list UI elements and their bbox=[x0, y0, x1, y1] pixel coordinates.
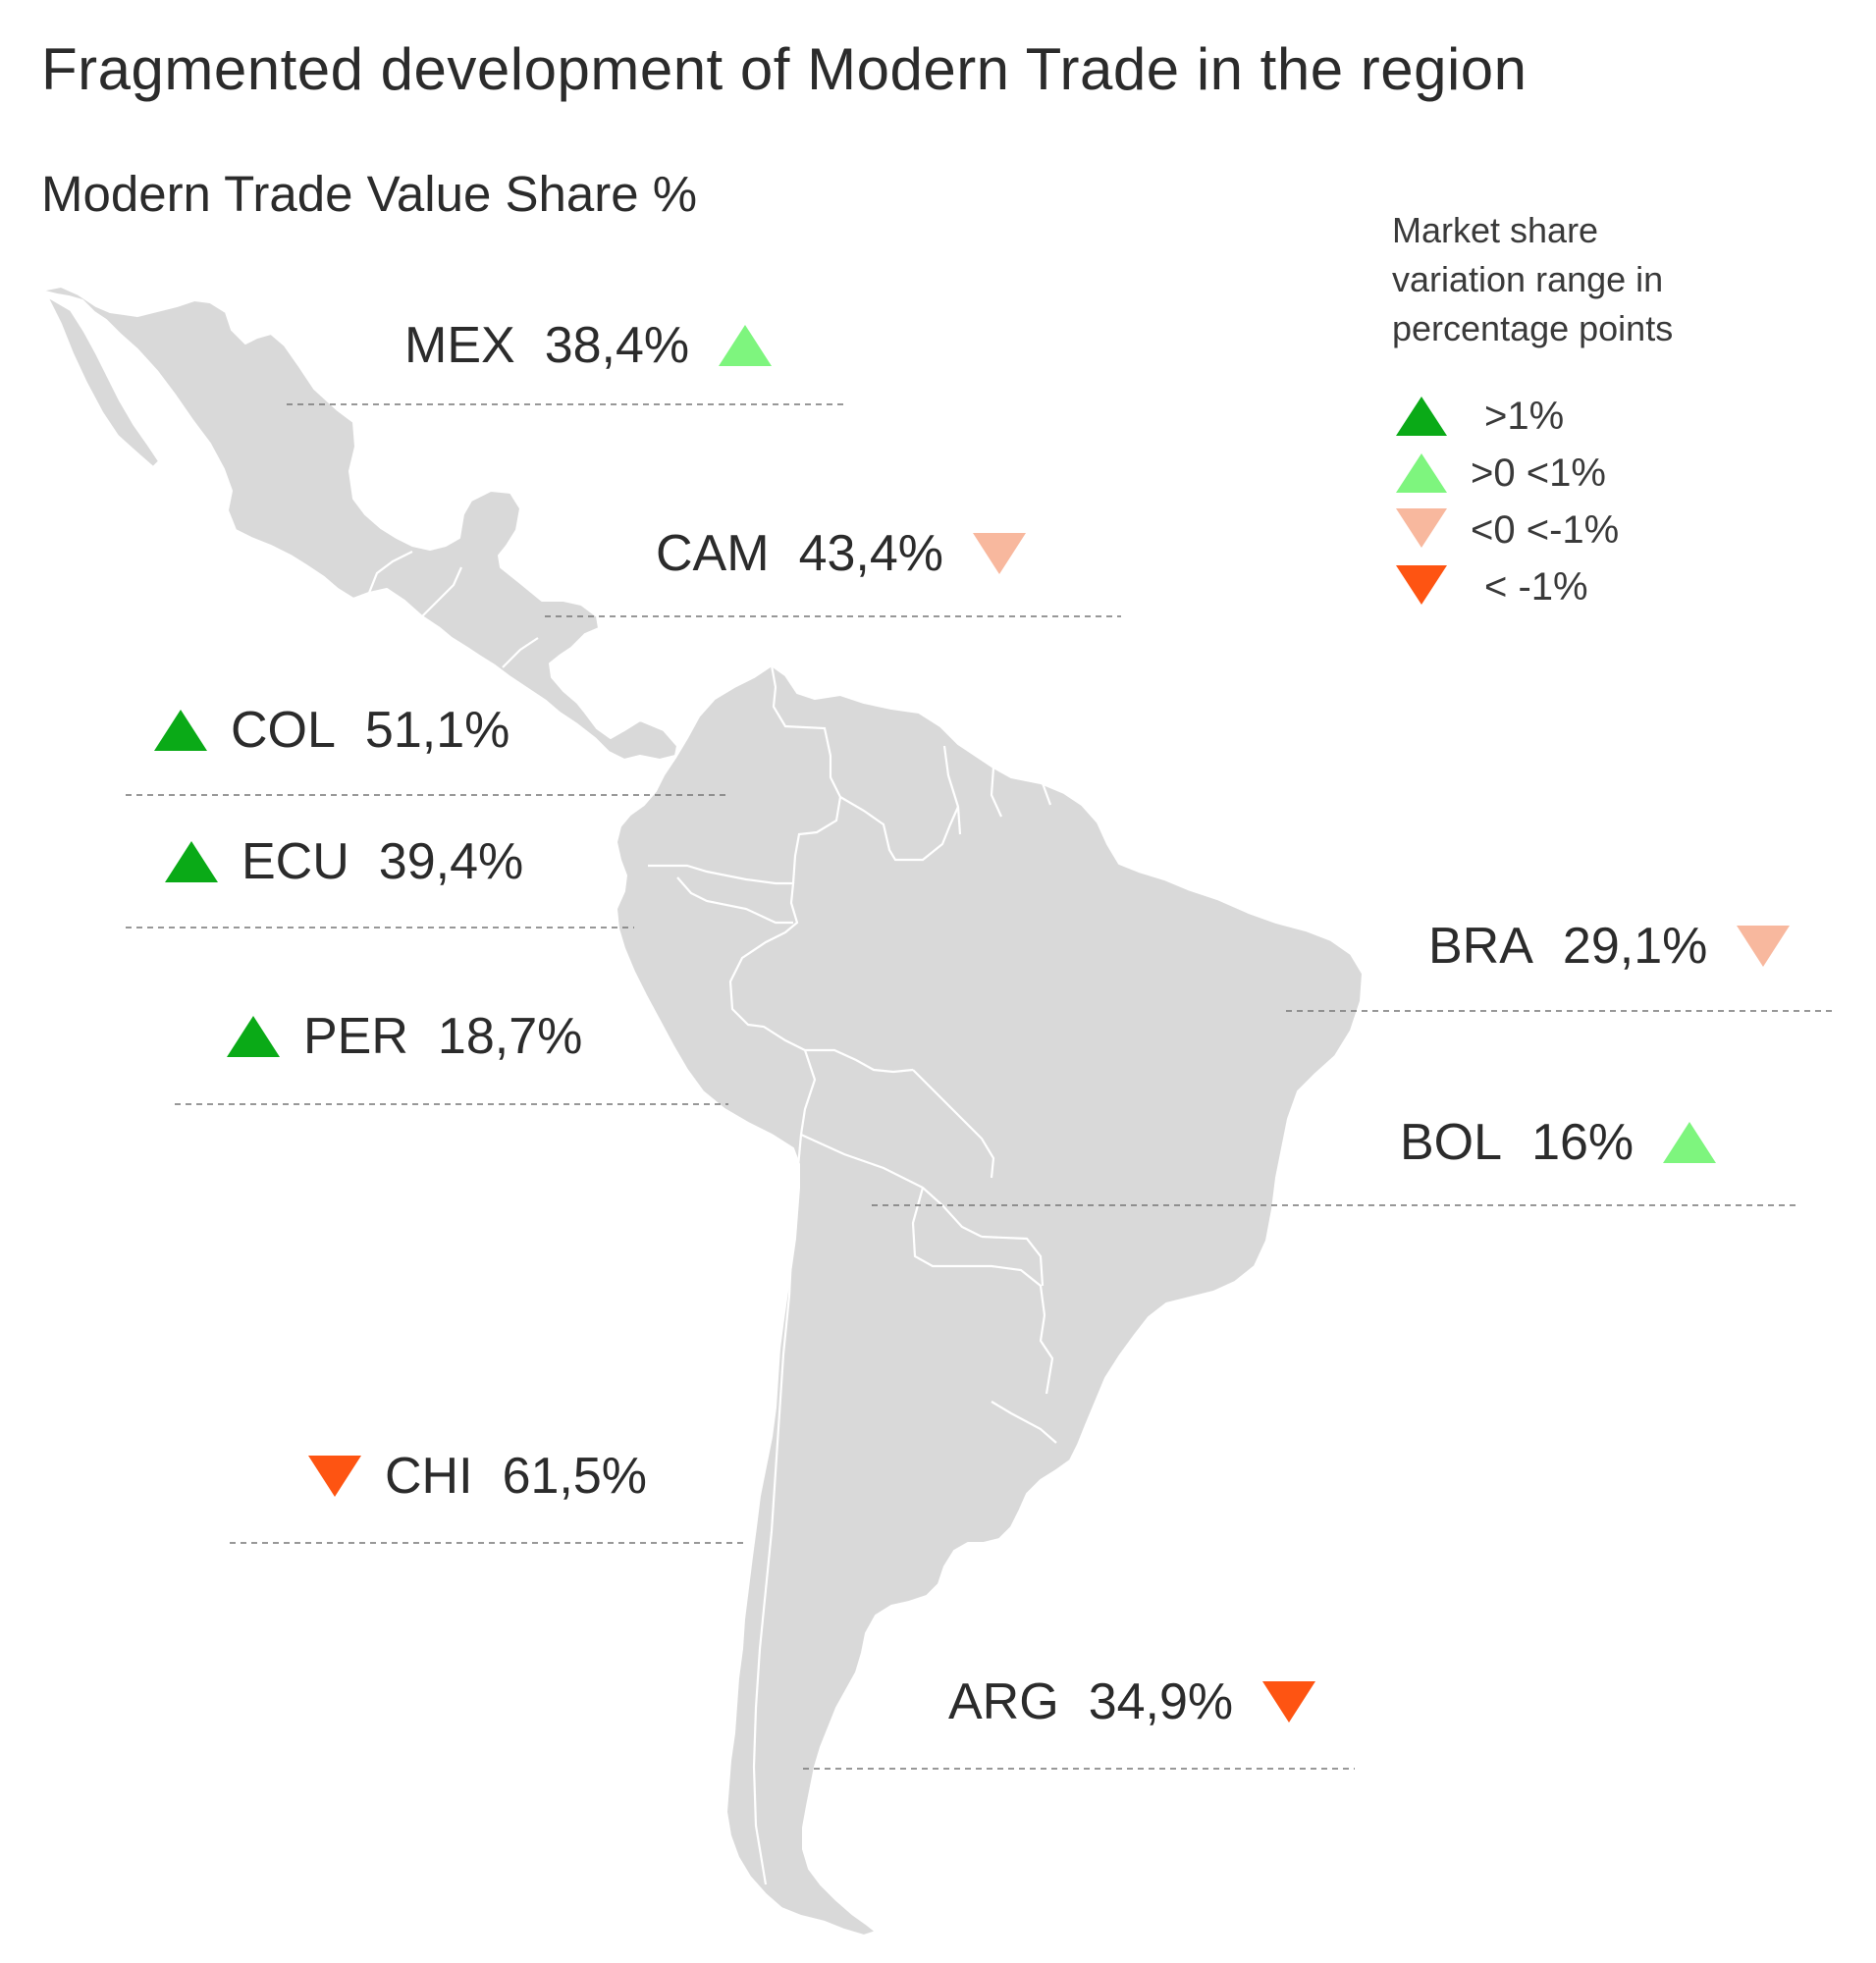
country-value: 18,7% bbox=[437, 1008, 583, 1065]
page-title: Fragmented development of Modern Trade i… bbox=[41, 36, 1528, 102]
country-value: 39,4% bbox=[378, 833, 524, 890]
triangle-down-icon bbox=[1262, 1681, 1316, 1723]
country-code: COL bbox=[231, 702, 336, 759]
country-label-bra: BRA 29,1% bbox=[1428, 915, 1792, 978]
country-value: 16% bbox=[1531, 1114, 1635, 1171]
legend-title-line: Market share bbox=[1392, 210, 1599, 250]
triangle-up-icon bbox=[227, 1016, 280, 1057]
legend-title: Market share variation range in percenta… bbox=[1392, 206, 1804, 353]
country-value: 43,4% bbox=[798, 525, 944, 582]
triangle-up-icon bbox=[1663, 1122, 1717, 1163]
country-code: CAM bbox=[656, 525, 770, 582]
triangle-up-icon bbox=[154, 710, 207, 751]
country-label-ecu: ECU 39,4% bbox=[163, 830, 523, 893]
legend-item-label: >0 <1% bbox=[1471, 451, 1606, 495]
baja-california-shape bbox=[46, 295, 160, 468]
country-code: PER bbox=[303, 1008, 408, 1065]
legend-item-label: < -1% bbox=[1484, 565, 1588, 609]
country-label-arg: ARG 34,9% bbox=[948, 1671, 1317, 1733]
triangle-up-icon bbox=[1396, 453, 1447, 493]
country-value: 51,1% bbox=[364, 702, 510, 759]
legend-title-line: variation range in bbox=[1392, 259, 1664, 299]
triangle-down-icon bbox=[1737, 926, 1791, 967]
south-america-shape bbox=[616, 664, 1364, 1936]
legend-item-label: >1% bbox=[1484, 395, 1565, 438]
country-code: BRA bbox=[1428, 918, 1533, 975]
country-value: 29,1% bbox=[1562, 918, 1708, 975]
country-value: 38,4% bbox=[544, 317, 690, 374]
triangle-down-icon bbox=[308, 1456, 361, 1497]
country-code: ECU bbox=[241, 833, 349, 890]
country-value: 34,9% bbox=[1088, 1673, 1234, 1730]
triangle-up-icon bbox=[1396, 397, 1447, 436]
map-subtitle: Modern Trade Value Share % bbox=[41, 166, 698, 222]
triangle-down-icon bbox=[973, 533, 1027, 574]
country-code: BOL bbox=[1400, 1114, 1503, 1171]
country-label-cam: CAM 43,4% bbox=[656, 522, 1028, 585]
triangle-up-icon bbox=[165, 841, 218, 882]
mexico-central-america-shape bbox=[40, 286, 678, 761]
triangle-down-icon bbox=[1396, 508, 1447, 548]
triangle-up-icon bbox=[719, 325, 773, 366]
country-code: MEX bbox=[404, 317, 515, 374]
country-label-chi: CHI 61,5% bbox=[306, 1445, 647, 1508]
country-label-col: COL 51,1% bbox=[152, 699, 509, 762]
legend-item-label: <0 <-1% bbox=[1471, 508, 1620, 552]
country-code: CHI bbox=[385, 1448, 473, 1505]
country-label-bol: BOL 16% bbox=[1400, 1111, 1718, 1174]
triangle-down-icon bbox=[1396, 565, 1447, 605]
country-value: 61,5% bbox=[502, 1448, 648, 1505]
country-label-per: PER 18,7% bbox=[225, 1005, 582, 1068]
legend-title-line: percentage points bbox=[1392, 308, 1674, 348]
country-label-mex: MEX 38,4% bbox=[404, 314, 774, 377]
country-code: ARG bbox=[948, 1673, 1059, 1730]
